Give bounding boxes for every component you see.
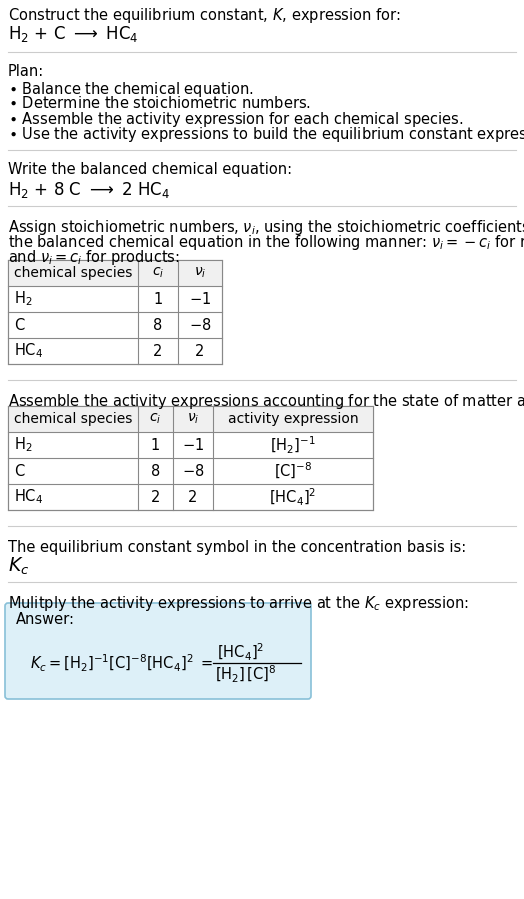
Text: $[\mathrm{H_2}]\,[\mathrm{C}]^{8}$: $[\mathrm{H_2}]\,[\mathrm{C}]^{8}$ xyxy=(215,663,277,684)
Text: $c_i$: $c_i$ xyxy=(149,412,161,426)
Text: $\mathrm{H_2}$ + C $\longrightarrow$ HC$_4$: $\mathrm{H_2}$ + C $\longrightarrow$ HC$… xyxy=(8,24,138,44)
Text: 8: 8 xyxy=(151,464,160,478)
Text: $-1$: $-1$ xyxy=(182,437,204,453)
Text: $\mathrm{HC_4}$: $\mathrm{HC_4}$ xyxy=(14,342,43,360)
Text: $\mathrm{H_2}$: $\mathrm{H_2}$ xyxy=(14,289,32,308)
Text: Assemble the activity expressions accounting for the state of matter and $\nu_i$: Assemble the activity expressions accoun… xyxy=(8,392,524,411)
Text: Construct the equilibrium constant, $K$, expression for:: Construct the equilibrium constant, $K$,… xyxy=(8,6,401,25)
Text: $[\mathrm{H_2}]^{-1}$: $[\mathrm{H_2}]^{-1}$ xyxy=(270,434,316,456)
Text: $\mathrm{H_2}$: $\mathrm{H_2}$ xyxy=(14,436,32,454)
Text: Assign stoichiometric numbers, $\nu_i$, using the stoichiometric coefficients, $: Assign stoichiometric numbers, $\nu_i$, … xyxy=(8,218,524,237)
Text: chemical species: chemical species xyxy=(14,412,133,426)
Text: Mulitply the activity expressions to arrive at the $K_c$ expression:: Mulitply the activity expressions to arr… xyxy=(8,594,469,613)
Text: 2: 2 xyxy=(154,343,162,359)
Bar xyxy=(8,260,222,286)
Text: 1: 1 xyxy=(151,438,160,452)
Text: Plan:: Plan: xyxy=(8,64,44,79)
Text: $[\mathrm{HC_4}]^{2}$: $[\mathrm{HC_4}]^{2}$ xyxy=(269,486,316,508)
Text: 1: 1 xyxy=(154,291,162,307)
Text: $K_c$: $K_c$ xyxy=(8,556,29,577)
Text: $c_i$: $c_i$ xyxy=(152,266,164,280)
Text: 8: 8 xyxy=(154,317,162,333)
Text: the balanced chemical equation in the following manner: $\nu_i = -c_i$ for react: the balanced chemical equation in the fo… xyxy=(8,233,524,252)
Bar xyxy=(8,406,373,432)
Text: 2: 2 xyxy=(195,343,205,359)
Text: $\mathrm{HC_4}$: $\mathrm{HC_4}$ xyxy=(14,487,43,506)
Text: $\nu_i$: $\nu_i$ xyxy=(194,266,206,280)
Text: $\bullet$ Use the activity expressions to build the equilibrium constant express: $\bullet$ Use the activity expressions t… xyxy=(8,125,524,144)
Text: $\bullet$ Balance the chemical equation.: $\bullet$ Balance the chemical equation. xyxy=(8,80,254,99)
Text: $\bullet$ Assemble the activity expression for each chemical species.: $\bullet$ Assemble the activity expressi… xyxy=(8,110,463,129)
Text: $-8$: $-8$ xyxy=(182,463,204,479)
Text: chemical species: chemical species xyxy=(14,266,133,280)
Text: $[\mathrm{C}]^{-8}$: $[\mathrm{C}]^{-8}$ xyxy=(274,461,312,481)
Text: C: C xyxy=(14,317,24,333)
Text: 2: 2 xyxy=(151,489,160,504)
Text: C: C xyxy=(14,464,24,478)
Bar xyxy=(8,260,222,364)
Text: Answer:: Answer: xyxy=(16,612,75,627)
Text: Write the balanced chemical equation:: Write the balanced chemical equation: xyxy=(8,162,292,177)
Bar xyxy=(8,406,373,510)
Text: and $\nu_i = c_i$ for products:: and $\nu_i = c_i$ for products: xyxy=(8,248,180,267)
Text: $K_c = [\mathrm{H_2}]^{-1} [\mathrm{C}]^{-8} [\mathrm{HC_4}]^{2}\ =$: $K_c = [\mathrm{H_2}]^{-1} [\mathrm{C}]^… xyxy=(30,653,213,673)
Text: $[\mathrm{HC_4}]^{2}$: $[\mathrm{HC_4}]^{2}$ xyxy=(217,642,264,663)
Text: $-8$: $-8$ xyxy=(189,317,211,333)
FancyBboxPatch shape xyxy=(5,603,311,699)
Text: $-1$: $-1$ xyxy=(189,291,211,307)
Text: $\nu_i$: $\nu_i$ xyxy=(187,412,199,426)
Text: $\mathrm{H_2}$ + 8 C $\longrightarrow$ 2 HC$_4$: $\mathrm{H_2}$ + 8 C $\longrightarrow$ 2… xyxy=(8,180,170,200)
Text: The equilibrium constant symbol in the concentration basis is:: The equilibrium constant symbol in the c… xyxy=(8,540,466,555)
Text: 2: 2 xyxy=(188,489,198,504)
Text: $\bullet$ Determine the stoichiometric numbers.: $\bullet$ Determine the stoichiometric n… xyxy=(8,95,311,111)
Text: activity expression: activity expression xyxy=(228,412,358,426)
